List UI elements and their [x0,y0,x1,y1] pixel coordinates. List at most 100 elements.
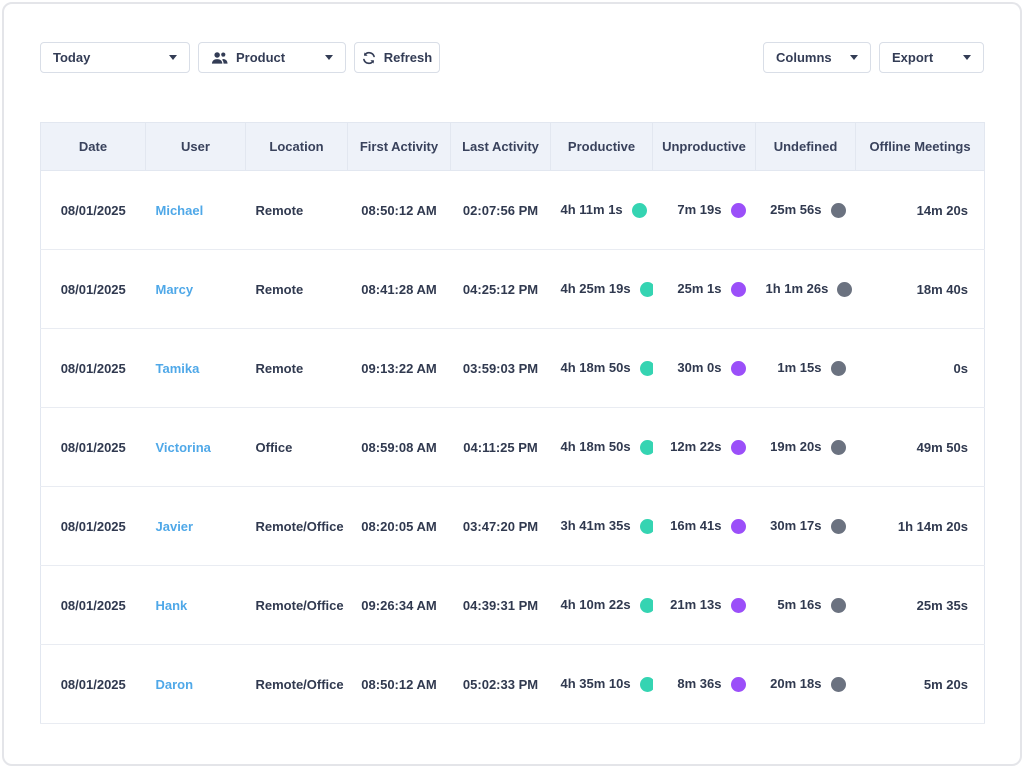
cell-unproductive: 25m 1s [652,249,756,329]
user-link[interactable]: Marcy [155,281,194,297]
table-row: 08/01/2025 Marcy Remote 08:41:28 AM 04:25:12… [40,249,985,329]
date-value: 08/01/2025 [60,360,126,376]
cell-last_activity: 03:47:20 PM [450,486,551,566]
productive-dot [639,598,653,614]
first_activity-value: 08:50:12 AM [361,676,437,692]
cell-user: Victorina [145,407,246,487]
location-value: Remote/Office [255,518,344,534]
location-value: Remote/Office [255,676,344,692]
user-link[interactable]: Hank [155,597,188,613]
user-link[interactable]: Michael [155,202,204,218]
column-header-last_activity: Last Activity [450,122,551,171]
cell-date: 08/01/2025 [40,565,146,645]
cell-location: Office [245,407,348,487]
offline_meetings-value: 5m 20s [923,676,968,692]
cell-productive: 4h 25m 19s [550,249,653,329]
unproductive-value: 8m 36s [677,675,722,691]
cell-location: Remote [245,249,348,329]
column-header-productive: Productive [550,122,653,171]
cell-unproductive: 21m 13s [652,565,756,645]
undefined-dot [830,203,846,219]
refresh-label: Refresh [383,50,433,65]
cell-undefined: 5m 16s [755,565,856,645]
cell-location: Remote/Office [245,565,348,645]
unproductive-value: 7m 19s [677,201,722,217]
cell-location: Remote [245,328,348,408]
table-row: 08/01/2025 Hank Remote/Office 09:26:34 AM 04… [40,565,985,645]
export-label: Export [892,50,934,65]
cell-undefined: 25m 56s [755,170,856,250]
date-range-dropdown[interactable]: Today [40,42,190,73]
cell-offline_meetings: 5m 20s [855,644,985,724]
cell-undefined: 1h 1m 26s [755,249,856,329]
user-link[interactable]: Daron [155,676,194,692]
refresh-button[interactable]: Refresh [354,42,440,73]
undefined-value: 5m 16s [777,596,822,612]
cell-offline_meetings: 1h 14m 20s [855,486,985,566]
cell-location: Remote [245,170,348,250]
productive-dot [631,203,647,219]
cell-productive: 4h 11m 1s [550,170,653,250]
cell-date: 08/01/2025 [40,328,146,408]
export-dropdown[interactable]: Export [879,42,984,73]
last_activity-value: 04:39:31 PM [462,597,539,613]
cell-productive: 4h 10m 22s [550,565,653,645]
cell-user: Hank [145,565,246,645]
cell-productive: 4h 18m 50s [550,407,653,487]
undefined-dot [830,598,846,614]
user-link[interactable]: Tamika [155,360,200,376]
cell-productive: 4h 35m 10s [550,644,653,724]
first_activity-value: 08:50:12 AM [361,202,437,218]
location-value: Office [255,439,293,455]
undefined-dot [830,677,846,693]
activity-table: Date User Location First Activity Last Activ… [40,122,985,724]
group-filter-dropdown[interactable]: Product [198,42,346,73]
undefined-dot [837,282,853,298]
first_activity-value: 09:26:34 AM [361,597,437,613]
cell-first_activity: 09:13:22 AM [347,328,451,408]
table-row: 08/01/2025 Javier Remote/Office 08:20:05 AM… [40,486,985,566]
cell-date: 08/01/2025 [40,486,146,566]
first_activity-value: 08:59:08 AM [361,439,437,455]
cell-location: Remote/Office [245,644,348,724]
unproductive-value: 12m 22s [670,438,722,454]
cell-last_activity: 02:07:56 PM [450,170,551,250]
toolbar-left-group: Today Product Refresh [40,42,440,73]
productive-value: 4h 35m 10s [560,675,631,691]
cell-last_activity: 04:39:31 PM [450,565,551,645]
cell-last_activity: 05:02:33 PM [450,644,551,724]
cell-unproductive: 30m 0s [652,328,756,408]
cell-productive: 3h 41m 35s [550,486,653,566]
cell-undefined: 1m 15s [755,328,856,408]
table-row: 08/01/2025 Michael Remote 08:50:12 AM 02:07:… [40,170,985,250]
location-value: Remote [255,202,304,218]
unproductive-dot [730,282,746,298]
unproductive-dot [730,677,746,693]
last_activity-value: 03:47:20 PM [462,518,539,534]
productive-dot [639,440,653,456]
productive-dot [639,677,653,693]
unproductive-value: 21m 13s [670,596,722,612]
date-value: 08/01/2025 [60,202,126,218]
toolbar: Today Product Refresh [40,42,984,73]
last_activity-value: 04:25:12 PM [462,281,539,297]
cell-first_activity: 08:20:05 AM [347,486,451,566]
cell-first_activity: 08:59:08 AM [347,407,451,487]
productive-dot [639,361,653,377]
toolbar-right-group: Columns Export [763,42,984,73]
cell-first_activity: 08:41:28 AM [347,249,451,329]
cell-date: 08/01/2025 [40,170,146,250]
productive-value: 3h 41m 35s [560,517,631,533]
table-row: 08/01/2025 Victorina Office 08:59:08 AM 04:1… [40,407,985,487]
table-row: 08/01/2025 Tamika Remote 09:13:22 AM 03:59:0… [40,328,985,408]
date-range-label: Today [53,50,91,65]
columns-dropdown[interactable]: Columns [763,42,871,73]
chevron-down-icon [850,55,858,60]
unproductive-value: 30m 0s [677,359,722,375]
user-link[interactable]: Javier [155,518,194,534]
column-header-location: Location [245,122,348,171]
user-link[interactable]: Victorina [155,439,211,455]
location-value: Remote [255,281,304,297]
undefined-value: 1h 1m 26s [765,280,829,296]
offline_meetings-value: 14m 20s [916,202,968,218]
